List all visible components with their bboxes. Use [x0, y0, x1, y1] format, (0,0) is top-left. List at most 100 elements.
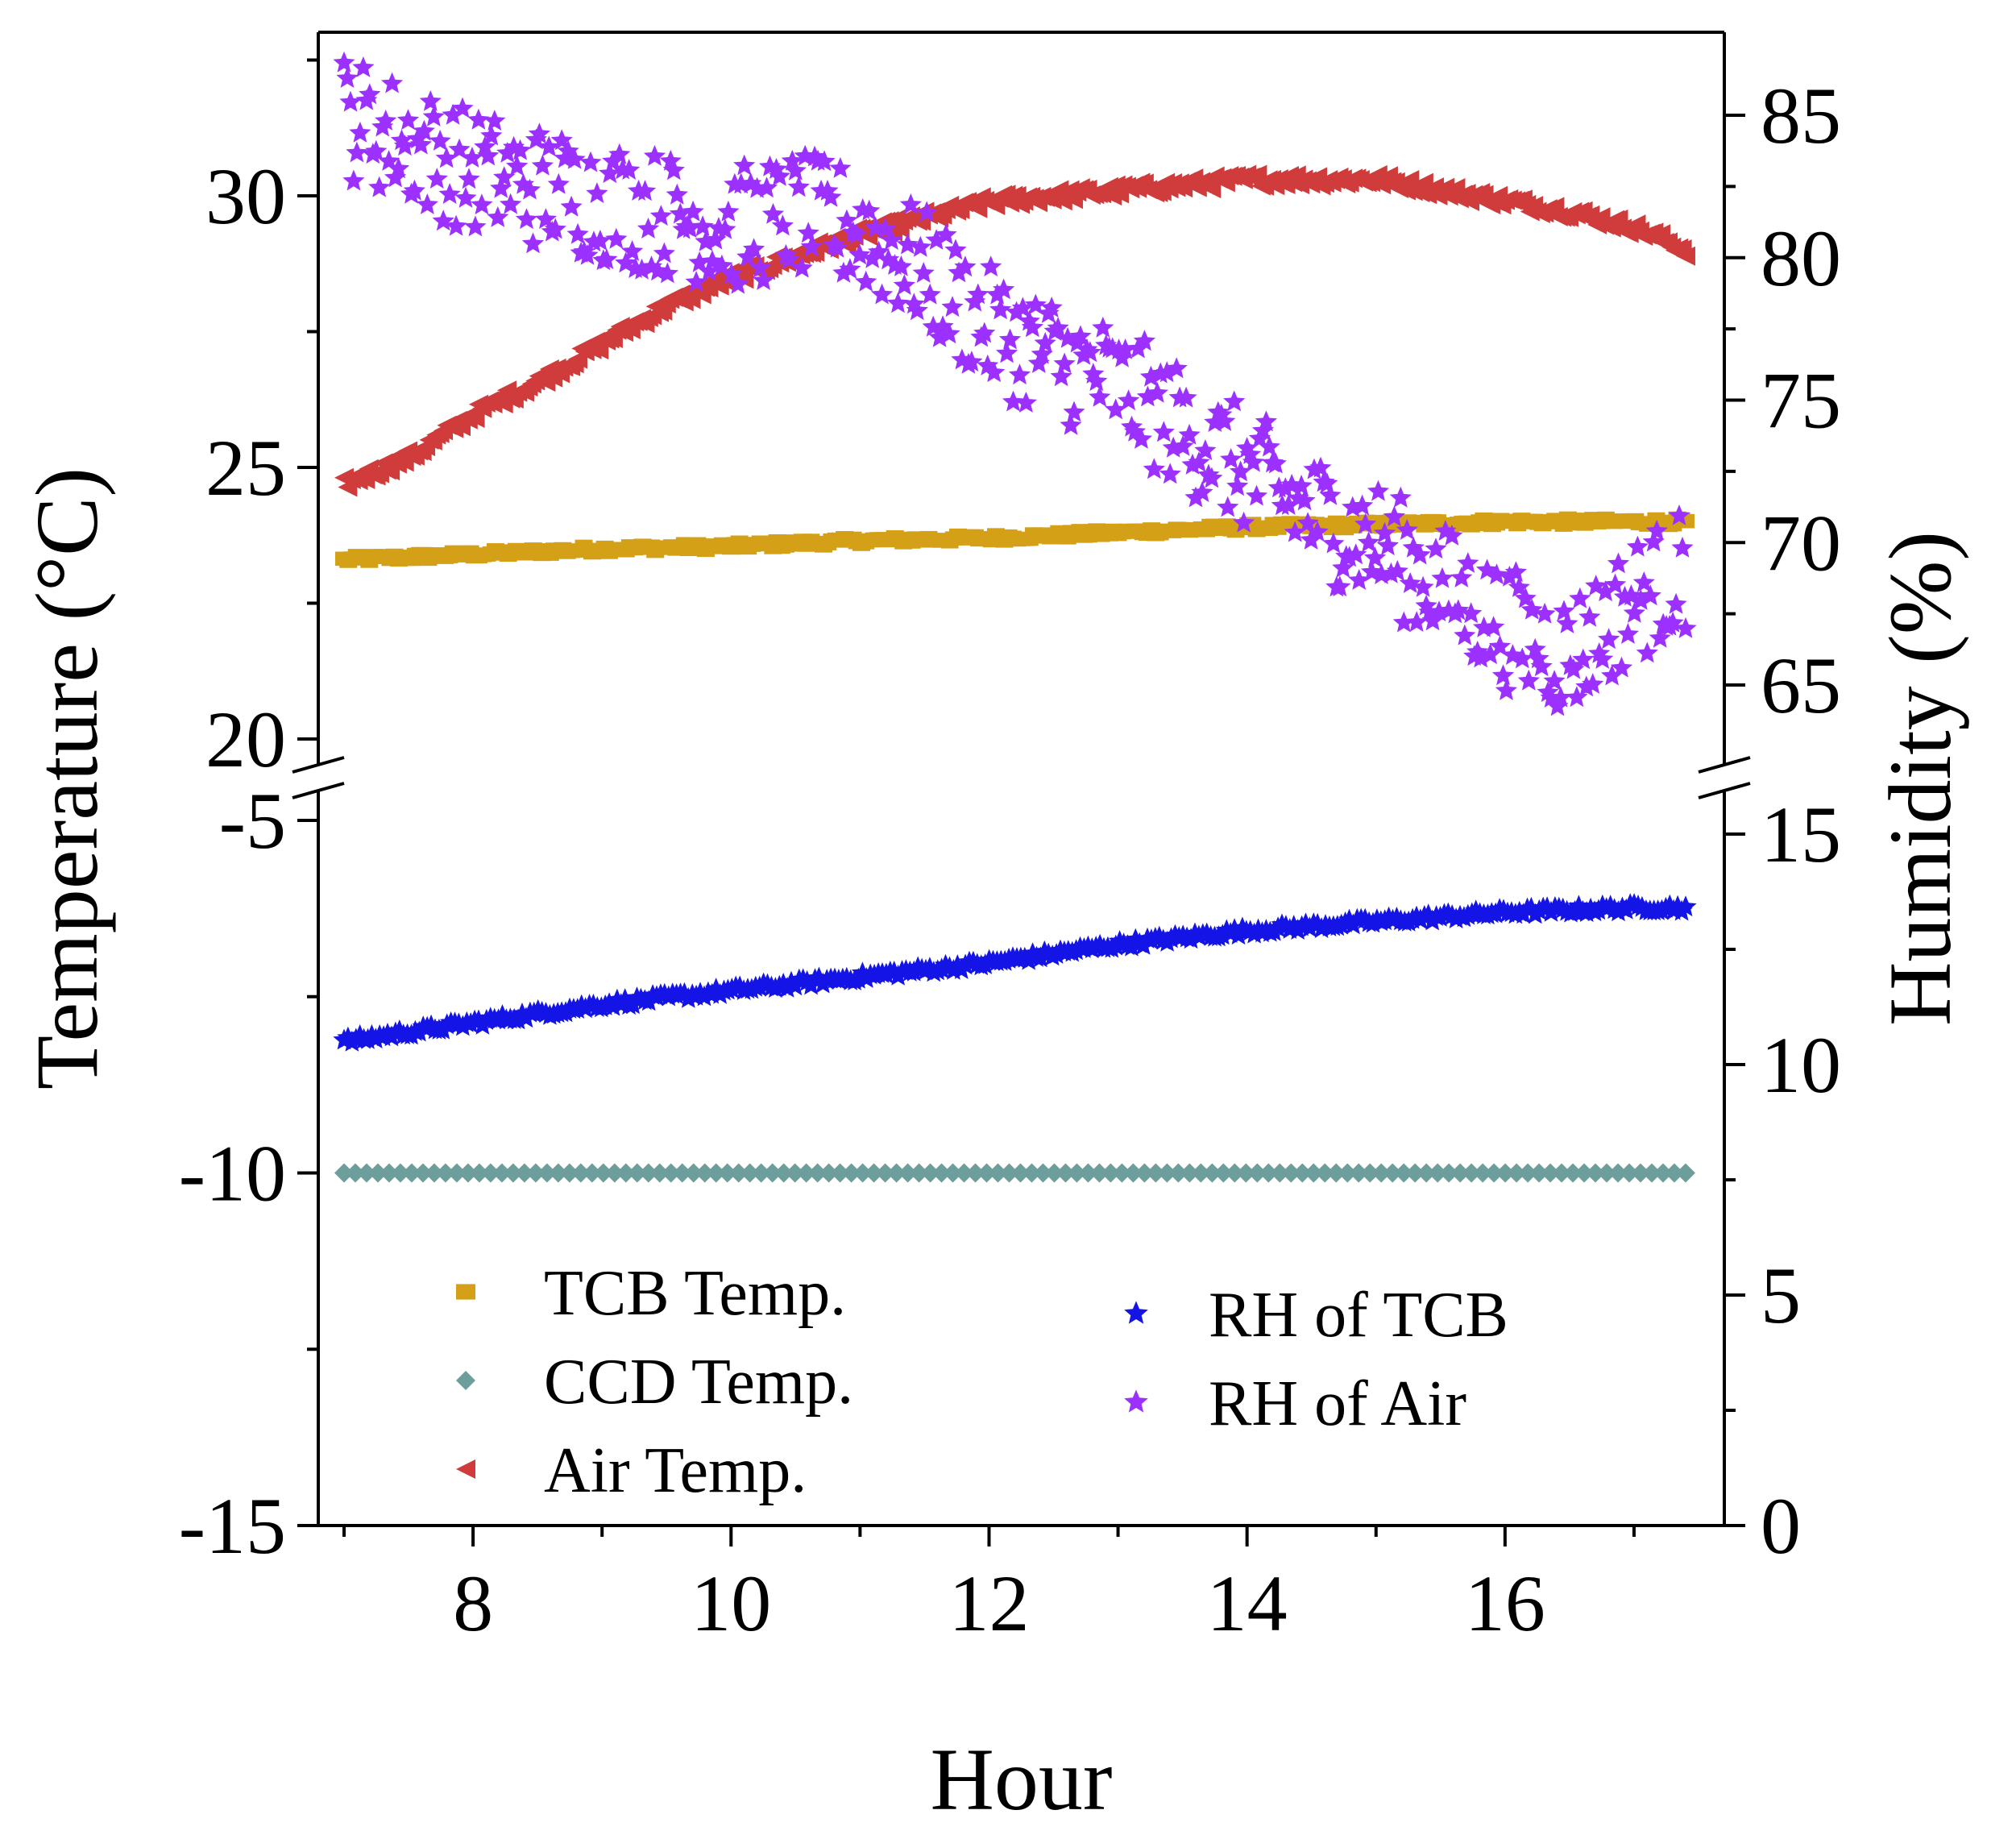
data-point — [506, 155, 529, 176]
data-point — [1050, 365, 1072, 387]
data-point — [500, 193, 522, 214]
data-point — [589, 230, 612, 251]
data-point — [1345, 543, 1367, 565]
data-point — [826, 236, 848, 258]
data-point — [1575, 675, 1598, 697]
data-point — [1201, 467, 1223, 488]
data-point — [334, 1163, 355, 1183]
data-point — [390, 1163, 410, 1183]
chart-series-layer — [333, 51, 1697, 1183]
data-point — [1315, 1163, 1335, 1183]
left-tick-label: -5 — [219, 776, 286, 866]
data-point — [1133, 330, 1155, 351]
data-point — [469, 1163, 489, 1183]
data-point — [525, 1163, 545, 1183]
data-point — [685, 271, 707, 292]
data-point — [544, 218, 566, 239]
legend-label: Air Temp. — [544, 1435, 807, 1506]
data-point — [1105, 398, 1127, 420]
data-point — [509, 139, 532, 160]
data-point — [477, 144, 500, 166]
data-point — [661, 1163, 681, 1183]
data-point — [1604, 573, 1627, 595]
data-point — [1671, 537, 1694, 558]
data-point — [1389, 486, 1412, 508]
data-point — [1376, 534, 1399, 556]
data-point — [458, 1163, 478, 1183]
data-point — [537, 135, 560, 157]
right-tick-label: 15 — [1761, 790, 1841, 879]
data-point — [1439, 1163, 1459, 1183]
data-point — [1251, 419, 1275, 441]
data-point — [393, 135, 417, 156]
data-point — [1645, 520, 1668, 541]
data-point — [413, 1163, 433, 1183]
x-tick-label: 14 — [1207, 1559, 1288, 1648]
data-point — [839, 258, 861, 279]
data-point — [579, 151, 602, 172]
data-point — [531, 154, 554, 176]
data-point — [1078, 1163, 1098, 1183]
data-point — [753, 269, 775, 290]
data-point — [493, 166, 516, 187]
data-point — [1040, 297, 1063, 318]
data-point — [871, 283, 894, 305]
data-point — [1053, 352, 1076, 374]
data-point — [576, 243, 599, 265]
data-point — [1629, 589, 1652, 610]
data-point — [419, 90, 442, 111]
data-point — [396, 109, 420, 131]
data-point — [829, 157, 852, 178]
data-point — [1264, 452, 1287, 474]
data-point — [1425, 538, 1447, 559]
data-point — [1400, 170, 1420, 190]
data-point — [633, 180, 657, 201]
data-point — [1296, 512, 1319, 533]
data-point — [1363, 546, 1387, 568]
data-point — [1031, 343, 1053, 364]
data-point — [1010, 1163, 1031, 1183]
data-point — [841, 1163, 861, 1183]
data-point — [375, 110, 397, 131]
data-point — [1247, 1163, 1267, 1183]
data-point — [740, 1163, 760, 1183]
data-point — [928, 326, 951, 347]
data-point — [1172, 434, 1194, 456]
data-point — [1033, 1163, 1053, 1183]
data-point — [409, 133, 432, 155]
data-point — [656, 262, 678, 284]
data-point — [819, 185, 842, 207]
data-point — [717, 1163, 737, 1183]
data-point — [1668, 504, 1690, 525]
data-point — [465, 408, 485, 428]
data-point — [743, 238, 765, 259]
data-point — [548, 1163, 568, 1183]
data-point — [1354, 513, 1377, 534]
data-point — [1292, 1163, 1313, 1183]
data-point — [461, 147, 483, 168]
data-point — [424, 1163, 444, 1183]
data-point — [845, 223, 868, 244]
data-point — [1598, 628, 1620, 650]
data-point — [880, 229, 903, 250]
data-point — [602, 150, 624, 172]
data-point — [784, 159, 807, 181]
data-point — [442, 103, 464, 125]
data-point — [1085, 370, 1108, 392]
chart-axes — [292, 31, 1751, 1546]
data-point — [1338, 546, 1361, 567]
data-point — [896, 233, 919, 255]
data-point — [1507, 1163, 1527, 1183]
left-tick-label: 30 — [205, 152, 286, 241]
data-point — [1396, 518, 1418, 540]
data-point — [898, 1163, 918, 1183]
data-point — [1530, 655, 1553, 677]
data-point — [422, 106, 445, 127]
data-point — [691, 215, 714, 237]
data-point — [931, 1163, 952, 1183]
data-point — [1574, 1163, 1595, 1183]
data-point — [768, 164, 790, 186]
data-point — [593, 1163, 613, 1183]
data-point — [1021, 316, 1043, 338]
data-point — [960, 351, 983, 372]
